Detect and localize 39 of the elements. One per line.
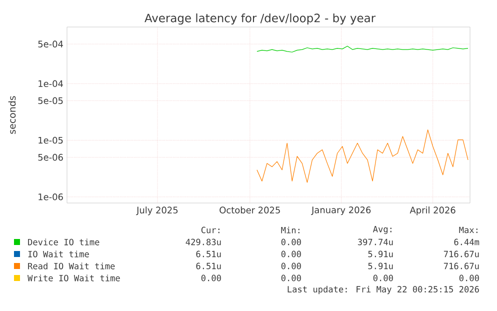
text: Max: <box>459 226 478 234</box>
line-series <box>256 46 468 52</box>
text: 0.00 <box>281 262 301 270</box>
text: 397.74u <box>358 238 393 246</box>
text: 5.91u <box>368 262 393 270</box>
legend-label: Device IO time <box>28 238 100 246</box>
text: Cur: <box>201 226 220 234</box>
text: 716.67u <box>444 262 479 270</box>
legend-label: Write IO Wait time <box>28 274 120 282</box>
text: 0.00 <box>459 274 479 282</box>
text: 429.83u <box>186 238 221 246</box>
text: 6.44m <box>454 238 480 246</box>
y-tick-label: 1e-04 <box>38 80 63 88</box>
y-tick-label: 5e-06 <box>38 154 63 161</box>
y-tick-label: 1e-06 <box>38 194 63 200</box>
text: 0.00 <box>281 250 301 258</box>
y-tick-label: 1e-05 <box>38 136 63 144</box>
text: Avg: <box>373 226 392 234</box>
text: Min: <box>281 226 300 234</box>
x-tick-label: July 2025 <box>136 206 178 216</box>
y-tick-label: 5e-05 <box>38 97 63 104</box>
text: 0.00 <box>281 274 301 282</box>
legend-label: IO Wait time <box>28 250 89 258</box>
line-series <box>256 130 468 183</box>
text: 0.00 <box>373 274 393 282</box>
text: Last update: Fri May 22 00:25:15 2026 <box>288 286 479 294</box>
legend-label: Read IO Wait time <box>28 262 115 270</box>
text: 0.00 <box>281 238 301 246</box>
text: 5.91u <box>368 250 393 258</box>
x-tick-label: October 2025 <box>220 206 280 214</box>
x-tick-label: January 2026 <box>311 206 371 216</box>
y-axis-title: seconds <box>8 96 16 134</box>
text: 6.51u <box>196 250 221 258</box>
text: 716.67u <box>444 250 479 258</box>
text: 6.51u <box>196 262 221 270</box>
x-tick-label: April 2026 <box>410 206 456 216</box>
text: 0.00 <box>201 274 221 282</box>
y-tick-label: 5e-04 <box>38 40 63 48</box>
chart-title: Average latency for /dev/loop2 - by year <box>144 13 376 25</box>
